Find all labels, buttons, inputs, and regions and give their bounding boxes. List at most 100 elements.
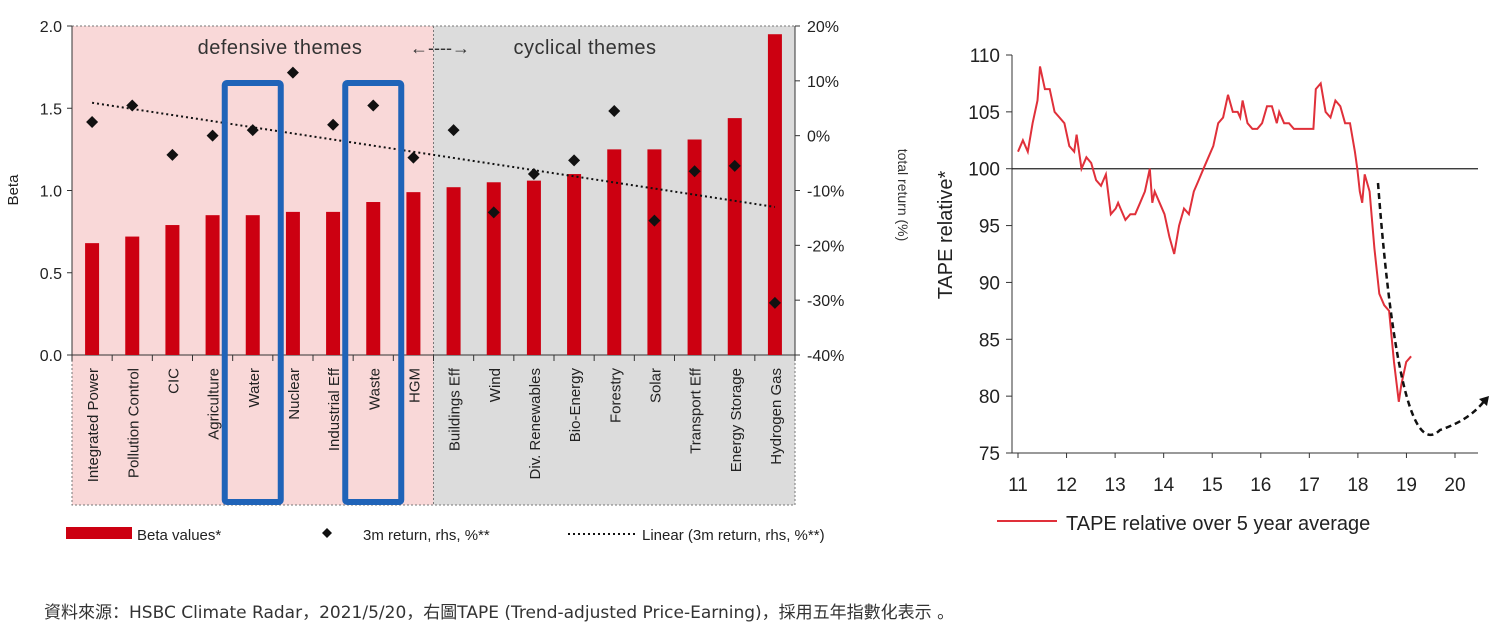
category-label: Transport Eff (688, 367, 705, 454)
category-label: Buildings Eff (447, 367, 464, 451)
beta-bar (406, 192, 421, 355)
beta-bar (727, 118, 742, 356)
beta-bar (647, 149, 662, 355)
category-label: Forestry (607, 368, 624, 424)
tape-y-tick-label: 110 (970, 46, 1000, 67)
category-label: Nuclear (286, 368, 303, 420)
source-note: 資料來源：HSBC Climate Radar，2021/5/20，右圖TAPE… (44, 603, 955, 623)
beta-bar (366, 202, 381, 355)
tape-x-tick-label: 12 (1056, 475, 1077, 496)
return-point (688, 165, 701, 178)
return-point (367, 99, 380, 112)
highlight-box (221, 80, 284, 505)
return-tick-label: -40% (807, 348, 844, 365)
tape-y-axis-title: TAPE relative* (935, 171, 957, 300)
legend-bar-label: Beta values* (137, 527, 221, 544)
beta-tick-label: 0.5 (40, 266, 62, 283)
tape-y-tick-label: 105 (968, 103, 1000, 124)
tape-y-tick-label: 80 (979, 387, 1000, 408)
beta-tick-label: 1.0 (40, 184, 62, 201)
legend-line-label: Linear (3m return, rhs, %**) (642, 527, 825, 544)
beta-bar (205, 215, 220, 355)
group-arrow: ←----→ (410, 38, 470, 58)
defensive-heading: defensive themes (198, 37, 363, 59)
tape-x-tick-label: 17 (1299, 475, 1320, 496)
tape-y-tick-label: 75 (979, 444, 1000, 465)
beta-bar (607, 149, 622, 355)
category-label: Waste (366, 368, 383, 410)
beta-bar (486, 182, 501, 355)
return-point (447, 124, 460, 137)
tape-x-tick-label: 11 (1008, 475, 1028, 496)
beta-bar (326, 211, 341, 355)
tape-x-tick-label: 15 (1202, 475, 1223, 496)
recovery-arrow (1376, 182, 1486, 437)
beta-tick-label: 0.0 (40, 348, 62, 365)
tape-legend-label: TAPE relative over 5 year average (1066, 513, 1370, 535)
return-tick-label: -20% (807, 238, 844, 255)
beta-tick-label: 2.0 (40, 19, 62, 36)
highlight-box (342, 80, 405, 505)
beta-tick-label: 1.5 (40, 101, 62, 118)
category-label: HGM (406, 368, 423, 403)
category-label: Water (246, 368, 263, 407)
beta-bar (567, 174, 582, 355)
tape-x-tick-label: 20 (1444, 475, 1465, 496)
return-point (768, 296, 781, 309)
tape-series-line (1017, 66, 1412, 402)
beta-bar (85, 243, 100, 355)
category-label: Bio-Energy (567, 368, 584, 443)
return-point (487, 206, 500, 219)
return-point (648, 214, 661, 227)
category-label: Agriculture (206, 368, 223, 440)
tape-x-tick-label: 13 (1105, 475, 1126, 496)
category-label: Energy Storage (728, 368, 745, 472)
return-tick-label: -10% (807, 184, 844, 201)
recovery-arrow-head (1479, 396, 1489, 406)
return-tick-label: 10% (807, 74, 839, 91)
return-point (126, 99, 139, 112)
beta-axis-title: Beta (5, 174, 22, 206)
beta-bar (285, 211, 300, 355)
trend-line (91, 101, 776, 208)
tape-y-tick-label: 90 (979, 273, 1000, 294)
tape-x-tick-label: 14 (1153, 475, 1175, 496)
return-point (407, 151, 420, 164)
return-point (286, 66, 299, 79)
category-label: Solar (647, 368, 664, 403)
tape-y-tick-label: 95 (979, 217, 1000, 238)
return-point (86, 115, 99, 128)
beta-bar (165, 225, 180, 355)
category-label: Div. Renewables (527, 368, 544, 479)
beta-bar (446, 187, 461, 355)
tape-x-tick-label: 18 (1347, 475, 1368, 496)
legend-dot-label: 3m return, rhs, %** (363, 527, 490, 544)
return-point (206, 129, 219, 142)
return-point (568, 154, 581, 167)
category-label: Wind (487, 368, 504, 402)
category-label: Integrated Power (85, 368, 102, 482)
beta-bar (245, 215, 260, 355)
return-point (527, 168, 540, 181)
return-point (327, 118, 340, 131)
return-axis-title: total return (%) (895, 149, 911, 242)
category-label: CIC (165, 368, 182, 394)
return-point (166, 148, 179, 161)
return-tick-label: -30% (807, 293, 844, 310)
beta-bar (767, 34, 782, 355)
tape-x-tick-label: 16 (1250, 475, 1271, 496)
tape-y-tick-label: 100 (968, 160, 1000, 181)
category-label: Hydrogen Gas (768, 368, 785, 465)
return-tick-label: 20% (807, 19, 839, 36)
return-tick-label: 0% (807, 129, 830, 146)
beta-bar (125, 236, 140, 355)
legend-bar-swatch (66, 527, 132, 539)
return-point (608, 104, 621, 117)
beta-bar (526, 180, 541, 355)
return-point (728, 159, 741, 172)
category-label: Pollution Control (125, 368, 142, 478)
legend-dot-swatch (322, 528, 332, 538)
tape-x-tick-label: 19 (1396, 475, 1417, 496)
category-label: Industrial Eff (326, 367, 343, 451)
